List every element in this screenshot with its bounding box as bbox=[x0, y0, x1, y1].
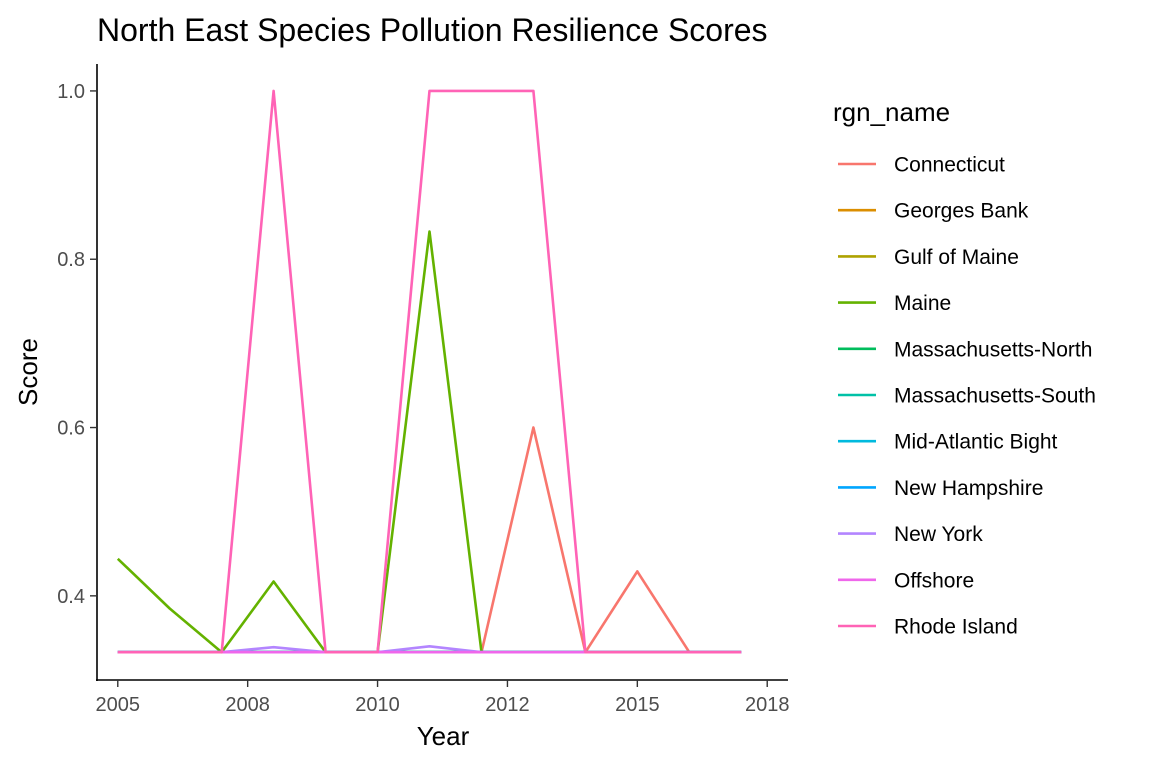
y-tick-label: 0.8 bbox=[57, 249, 85, 271]
legend-item-massachusetts-south: Massachusetts-South bbox=[838, 385, 1096, 408]
legend-label: New York bbox=[894, 523, 983, 546]
y-tick-label: 0.6 bbox=[57, 418, 85, 440]
legend-label: Gulf of Maine bbox=[894, 246, 1019, 269]
legend-label: Rhode Island bbox=[894, 616, 1018, 639]
legend-item-maine: Maine bbox=[838, 292, 951, 315]
legend-title: rgn_name bbox=[833, 97, 950, 127]
x-tick-label: 2008 bbox=[225, 694, 270, 716]
y-ticks: 0.4 0.6 0.8 1.0 bbox=[57, 81, 97, 608]
legend-label: Mid-Atlantic Bight bbox=[894, 431, 1058, 454]
legend-label: Georges Bank bbox=[894, 200, 1029, 223]
legend-item-gulf-of-maine: Gulf of Maine bbox=[838, 246, 1019, 269]
legend-label: Offshore bbox=[894, 569, 974, 592]
chart-title: North East Species Pollution Resilience … bbox=[97, 12, 768, 48]
legend-item-connecticut: Connecticut bbox=[838, 154, 1005, 177]
legend-label: Maine bbox=[894, 292, 951, 315]
series-line-rhode-island bbox=[117, 89, 742, 654]
y-tick-label: 0.4 bbox=[57, 586, 85, 608]
legend-item-mid-atlantic-bight: Mid-Atlantic Bight bbox=[838, 431, 1058, 454]
x-ticks: 2005 2008 2010 2012 2015 2018 bbox=[96, 680, 790, 716]
x-axis-title: Year bbox=[417, 721, 470, 751]
x-tick-label: 2012 bbox=[485, 694, 530, 716]
legend-item-new-york: New York bbox=[838, 523, 983, 546]
legend-item-offshore: Offshore bbox=[838, 569, 974, 592]
legend: rgn_name Connecticut Georges Bank Gulf of … bbox=[833, 97, 1096, 639]
x-tick-label: 2015 bbox=[615, 694, 660, 716]
legend-label: Connecticut bbox=[894, 154, 1005, 177]
legend-item-massachusetts-north: Massachusetts-North bbox=[838, 338, 1092, 361]
x-tick-label: 2018 bbox=[745, 694, 790, 716]
legend-label: New Hampshire bbox=[894, 477, 1043, 500]
legend-label: Massachusetts-South bbox=[894, 385, 1096, 408]
legend-item-new-hampshire: New Hampshire bbox=[838, 477, 1043, 500]
legend-items: Connecticut Georges Bank Gulf of Maine Main… bbox=[838, 154, 1096, 639]
x-tick-label: 2005 bbox=[96, 694, 141, 716]
y-tick-label: 1.0 bbox=[57, 81, 85, 103]
legend-label: Massachusetts-North bbox=[894, 338, 1092, 361]
legend-item-georges-bank: Georges Bank bbox=[838, 200, 1029, 223]
legend-item-rhode-island: Rhode Island bbox=[838, 616, 1018, 639]
series-lines bbox=[116, 89, 742, 654]
y-axis-title: Score bbox=[13, 338, 43, 406]
series-line-connecticut bbox=[117, 426, 742, 654]
x-tick-label: 2010 bbox=[355, 694, 400, 716]
